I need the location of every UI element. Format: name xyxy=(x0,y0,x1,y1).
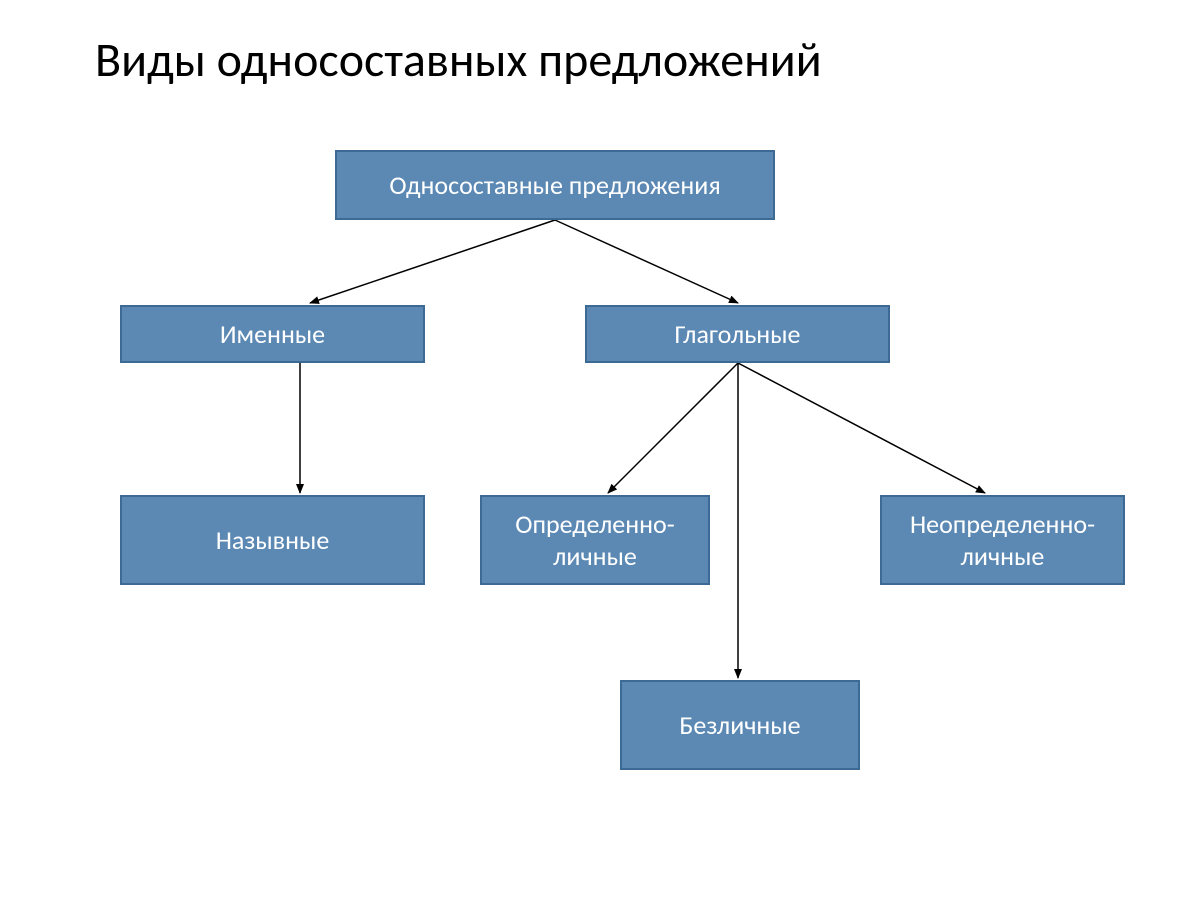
page-title: Виды односоставных предложений xyxy=(95,30,822,89)
edge-root-nom xyxy=(310,220,555,303)
edge-root-verb xyxy=(555,220,738,303)
diagram-edges xyxy=(0,0,1200,900)
edge-verb-opr xyxy=(608,363,738,493)
node-opr: Определенно-личные xyxy=(480,495,710,585)
node-bezl: Безличные xyxy=(620,680,860,770)
node-neopr: Неопределенно-личные xyxy=(880,495,1125,585)
node-nom: Именные xyxy=(120,305,425,363)
edge-verb-neopr xyxy=(738,363,985,493)
node-verb: Глагольные xyxy=(585,305,890,363)
node-nazv: Назывные xyxy=(120,495,425,585)
node-root: Односоставные предложения xyxy=(335,150,775,220)
